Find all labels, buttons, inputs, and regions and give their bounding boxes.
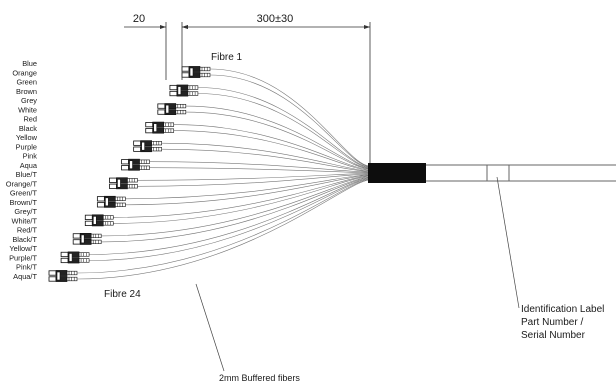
- buffered-fibre: [113, 176, 371, 224]
- buffered-fibre: [197, 93, 371, 169]
- fibre-1-label: Fibre 1: [211, 52, 243, 63]
- fibre-color-label: Black/T: [12, 235, 37, 244]
- fibre-color-label: Yellow: [16, 133, 38, 142]
- fibre-color-label: Purple: [16, 142, 37, 151]
- fibre-color-label: Brown/T: [9, 198, 37, 207]
- duplex-connector: [72, 233, 102, 245]
- duplex-connector: [48, 270, 78, 282]
- dimension-length: [182, 22, 371, 163]
- buffered-fibre: [209, 68, 371, 167]
- fibre-color-label: Grey: [21, 96, 37, 105]
- fibre-24-label: Fibre 24: [104, 289, 141, 300]
- fibre-color-label: White/T: [12, 216, 38, 225]
- buffered-fibers-leader: [195, 283, 225, 372]
- fibre-color-label: Grey/T: [14, 207, 37, 216]
- main-cable: [426, 164, 616, 182]
- duplex-connector: [133, 140, 162, 153]
- buffered-fibers-label: 2mm Buffered fibers: [219, 373, 300, 383]
- buffered-fibre: [161, 148, 371, 172]
- buffered-fibre: [137, 173, 371, 181]
- fibre-color-label: Blue: [22, 59, 37, 68]
- buffered-fibre: [209, 74, 371, 167]
- buffered-fibre: [185, 111, 371, 170]
- buffered-fibre: [173, 130, 371, 171]
- buffered-fibre: [101, 177, 371, 243]
- buffered-fibre: [76, 179, 371, 280]
- fibre-color-label: Brown: [16, 87, 37, 96]
- buffered-fibre: [113, 175, 371, 218]
- buffered-fibre: [125, 174, 371, 200]
- duplex-connector: [121, 158, 150, 171]
- buffered-fibres: [76, 68, 371, 280]
- fibre-color-label: Pink/T: [16, 263, 37, 272]
- identification-label-line2: Part Number /: [521, 317, 583, 328]
- connectors: [48, 66, 211, 282]
- duplex-connector: [84, 214, 114, 227]
- fibre-color-label: Red: [23, 115, 37, 124]
- fibre-color-label: Aqua: [20, 161, 38, 170]
- buffered-fibre: [137, 173, 371, 187]
- identification-label-band: [486, 165, 510, 181]
- duplex-connector: [169, 84, 199, 97]
- duplex-connector: [96, 195, 126, 208]
- buffered-fibre: [161, 142, 371, 172]
- buffered-fibre: [76, 179, 371, 274]
- fibre-color-label: Orange/T: [6, 179, 38, 188]
- breakout-body: [368, 163, 426, 183]
- fibre-color-label: Orange: [12, 68, 37, 77]
- fibre-color-label: Pink: [23, 152, 38, 161]
- duplex-connector: [157, 103, 187, 115]
- fibre-color-label: Red/T: [17, 226, 38, 235]
- duplex-connector: [181, 66, 211, 78]
- buffered-fibre: [149, 161, 371, 173]
- identification-label-line1: Identification Label: [521, 304, 604, 315]
- buffered-fibre: [125, 174, 371, 206]
- fibre-color-label: Green: [16, 78, 37, 87]
- fibre-color-label: Aqua/T: [13, 272, 37, 281]
- duplex-connector: [145, 121, 175, 134]
- buffered-fibre: [197, 87, 371, 168]
- dimension-length-label: 300±30: [257, 13, 294, 25]
- fibre-color-label: White: [18, 105, 37, 114]
- fibre-color-label: Black: [19, 124, 37, 133]
- fibre-color-label: Green/T: [10, 189, 38, 198]
- buffered-fibre: [89, 178, 371, 261]
- identification-leader: [496, 176, 520, 309]
- buffered-fibre: [173, 124, 371, 170]
- buffered-fibre: [149, 167, 371, 173]
- fibre-color-labels: BlueOrangeGreenBrownGreyWhiteRedBlackYel…: [6, 59, 38, 281]
- fibre-color-label: Purple/T: [9, 253, 37, 262]
- dimension-offset-label: 20: [133, 13, 145, 25]
- buffered-fibre: [101, 176, 371, 237]
- buffered-fibre: [185, 105, 371, 169]
- duplex-connector: [60, 251, 90, 264]
- identification-label-line3: Serial Number: [521, 330, 586, 341]
- fibre-color-label: Yellow/T: [9, 244, 37, 253]
- buffered-fibre: [89, 177, 371, 255]
- duplex-connector: [109, 177, 138, 190]
- dimension-offset: [124, 22, 188, 80]
- fibre-color-label: Blue/T: [16, 170, 38, 179]
